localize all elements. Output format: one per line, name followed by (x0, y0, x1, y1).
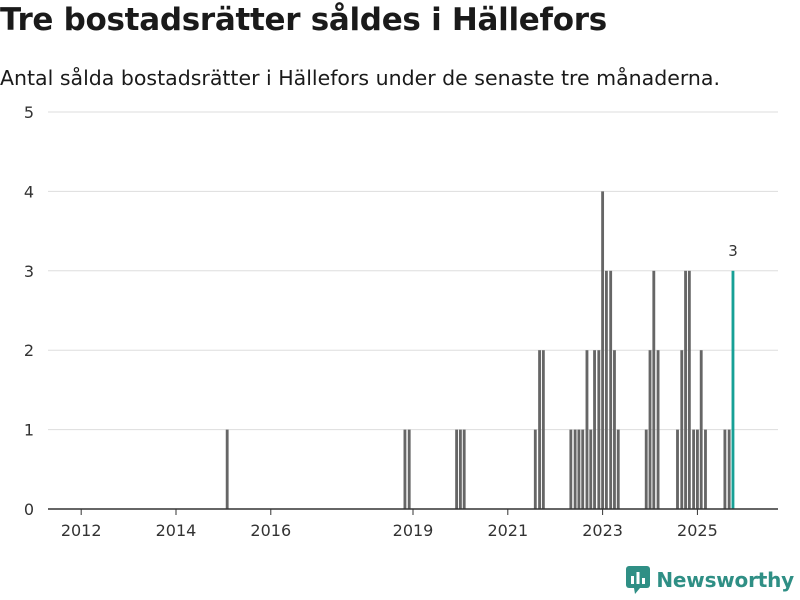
x-tick-label: 2019 (393, 521, 434, 540)
x-tick-label: 2012 (61, 521, 102, 540)
bar (573, 429, 577, 509)
bar (609, 270, 613, 509)
y-tick-label: 1 (24, 421, 34, 440)
bar (407, 429, 411, 509)
bar (538, 350, 541, 509)
x-tick-label: 2021 (487, 521, 528, 540)
bar (585, 350, 589, 509)
bar (648, 350, 652, 509)
bar (569, 429, 573, 509)
bar (695, 429, 699, 509)
bar (704, 429, 707, 509)
bar (652, 270, 656, 509)
highlighted-bar (731, 270, 735, 509)
y-tick-label: 4 (24, 182, 34, 201)
chart-title: Tre bostadsrätter såldes i Hällefors (0, 2, 607, 38)
bar (601, 191, 605, 509)
y-tick-label: 5 (24, 103, 34, 122)
y-tick-label: 0 (24, 500, 34, 519)
y-tick-label: 3 (24, 262, 34, 281)
bar (581, 429, 585, 509)
bar (455, 429, 459, 509)
bar (727, 429, 731, 509)
bar (533, 429, 537, 509)
newsworthy-logo-icon (626, 566, 651, 594)
bar (577, 429, 581, 509)
bar (680, 350, 684, 509)
x-tick-label: 2016 (250, 521, 291, 540)
bar (699, 350, 703, 509)
x-tick-label: 2023 (582, 521, 623, 540)
y-tick-label: 2 (24, 341, 34, 360)
bar (684, 270, 687, 509)
bar (593, 350, 596, 509)
x-tick-label: 2025 (677, 521, 718, 540)
x-tick-label: 2014 (156, 521, 197, 540)
bar (403, 429, 407, 509)
brand-logo: Newsworthy (626, 566, 794, 594)
bar (616, 429, 620, 509)
bar (604, 270, 608, 509)
brand-name: Newsworthy (656, 568, 794, 592)
bar (676, 429, 679, 509)
bar (687, 270, 691, 509)
bar (723, 429, 727, 509)
bar (613, 350, 616, 509)
bar (692, 429, 696, 509)
bar (225, 429, 229, 509)
bar (541, 350, 545, 509)
bar (589, 429, 593, 509)
bar (644, 429, 648, 509)
chart-subtitle: Antal sålda bostadsrätter i Hällefors un… (0, 66, 720, 90)
bar (597, 350, 601, 509)
bar (656, 350, 660, 509)
data-label: 3 (728, 242, 738, 260)
bar (462, 429, 466, 509)
bar (458, 429, 462, 509)
